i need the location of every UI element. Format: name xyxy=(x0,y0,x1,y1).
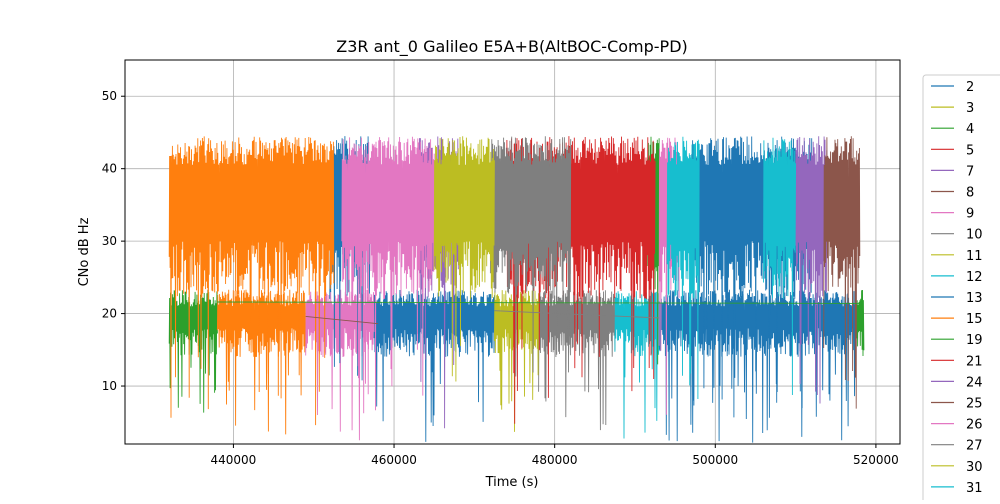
x-tick-label: 480000 xyxy=(532,453,578,467)
legend: 23457891011121315192124252627303133 xyxy=(922,74,1000,504)
series-4-trace xyxy=(855,289,865,357)
y-tick-label: 20 xyxy=(102,307,117,321)
x-axis-label: Time (s) xyxy=(485,475,539,490)
series-4-connector xyxy=(217,301,860,304)
legend-label-27: 27 xyxy=(966,439,983,454)
legend-label-24: 24 xyxy=(966,375,983,390)
legend-box xyxy=(922,74,1000,504)
series-27-trace xyxy=(538,290,616,431)
legend-label-10: 10 xyxy=(966,228,983,243)
x-tick-label: 440000 xyxy=(211,453,257,467)
legend-label-12: 12 xyxy=(966,270,983,285)
legend-label-31: 31 xyxy=(966,481,983,496)
legend-label-15: 15 xyxy=(966,312,983,327)
series-2-trace xyxy=(658,289,857,443)
y-tick-label: 30 xyxy=(102,234,117,248)
legend-label-30: 30 xyxy=(966,460,983,475)
x-tick-label: 500000 xyxy=(692,453,738,467)
series-31-trace xyxy=(763,137,797,396)
series-30-trace xyxy=(433,136,495,382)
legend-label-3: 3 xyxy=(966,101,974,116)
data-area xyxy=(168,136,865,443)
axes: 440000 460000 480000 500000 520000 10 20 30 40 50 xyxy=(102,89,899,467)
legend-label-5: 5 xyxy=(966,143,974,158)
legend-label-9: 9 xyxy=(966,207,974,222)
legend-label-13: 13 xyxy=(966,291,983,306)
legend-label-8: 8 xyxy=(966,186,974,201)
y-axis-label: CNo dB Hz xyxy=(77,217,92,286)
series-15-trace xyxy=(216,289,307,435)
legend-label-4: 4 xyxy=(966,122,974,137)
y-tick-label: 50 xyxy=(102,89,117,103)
chart-title: Z3R ant_0 Galileo E5A+B(AltBOC-Comp-PD) xyxy=(336,37,688,57)
series-4-trace xyxy=(168,289,218,413)
series-24-trace xyxy=(795,136,829,404)
series-15-trace xyxy=(168,136,335,426)
legend-label-11: 11 xyxy=(966,249,983,264)
series-31-trace xyxy=(614,291,660,439)
series-25-trace xyxy=(823,136,861,409)
plot-frame xyxy=(124,59,901,445)
series-27-connector xyxy=(494,310,660,319)
legend-label-7: 7 xyxy=(966,164,974,179)
x-tick-label: 460000 xyxy=(371,453,417,467)
series-8-connector xyxy=(305,316,379,325)
series-26-trace xyxy=(341,136,435,414)
y-tick-label: 10 xyxy=(102,379,117,393)
y-tick-label: 40 xyxy=(102,162,117,176)
series-27-trace xyxy=(489,136,572,377)
legend-label-19: 19 xyxy=(966,333,983,348)
x-tick-label: 520000 xyxy=(853,453,899,467)
legend-label-25: 25 xyxy=(966,397,983,412)
series-31-trace xyxy=(666,136,700,400)
legend-label-26: 26 xyxy=(966,418,983,433)
legend-label-2: 2 xyxy=(966,80,974,95)
legend-label-21: 21 xyxy=(966,354,983,369)
